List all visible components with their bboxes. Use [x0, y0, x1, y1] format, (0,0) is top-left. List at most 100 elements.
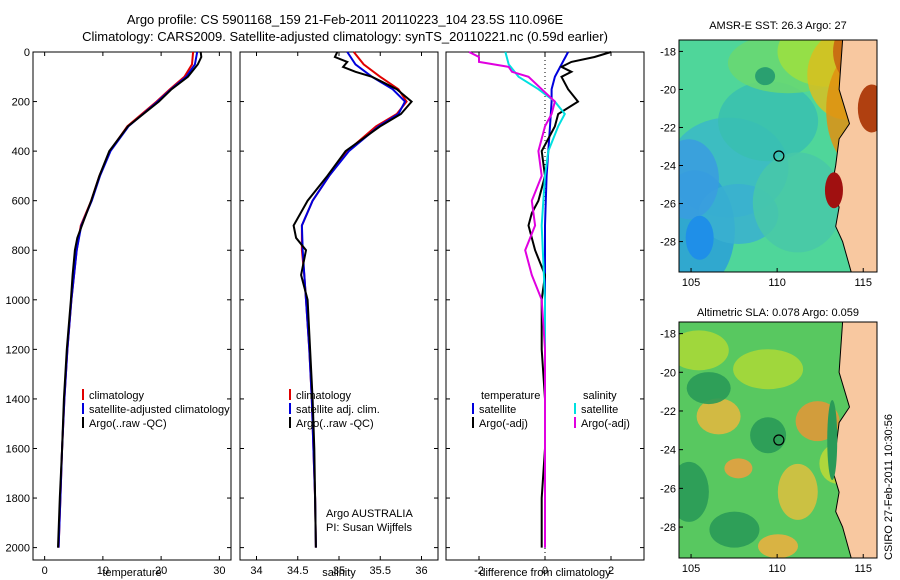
sla-region [777, 463, 818, 520]
y-tick-label: 2000 [6, 543, 30, 555]
y-tick-label: -24 [660, 161, 676, 173]
x-tick-label: 34 [250, 565, 262, 577]
x-tick-label: 105 [682, 277, 700, 289]
y-tick-label: -18 [660, 329, 676, 341]
sla-region [758, 534, 798, 558]
x-tick-label: 115 [854, 277, 872, 289]
map-title: Altimetric SLA: 0.078 Argo: 0.059 [697, 307, 859, 319]
panel-temperature: 0 200 400 600 800 1000 1200 1400 1600 1800 2000 0 10… [6, 47, 232, 579]
panel-frame [239, 51, 439, 561]
x-tick-label: 30 [213, 565, 225, 577]
series-line-argo-raw-qc- [292, 51, 414, 548]
series-line-satellite-adj-clim- [300, 51, 407, 548]
series-line-temperature-argo-adj- [527, 51, 612, 548]
series-line-climatology [57, 51, 195, 548]
legend-entry: salinity [583, 390, 617, 402]
y-tick-label: 1000 [6, 295, 30, 307]
legend-entry: Argo(..raw -QC) [296, 418, 374, 430]
shelf-region [827, 400, 838, 480]
argo-float-marker [773, 150, 785, 162]
map-panel-sst: AMSR-E SST: 26.3 Argo: 27 105 110 115 -18 -20… [660, 20, 878, 289]
x-tick-label: 0 [42, 565, 48, 577]
x-axis-label: salinity [322, 567, 356, 579]
series-line-climatology [300, 51, 408, 548]
x-tick-label: -2 [474, 565, 484, 577]
legend-entry: Argo(..raw -QC) [89, 418, 167, 430]
y-tick-label: -20 [660, 367, 676, 379]
panel-salinity: 34 34.5 35 35.5 36 salinity climatology satelli… [239, 51, 439, 579]
legend-entry: satellite [581, 404, 618, 416]
series-line-salinity-satellite [504, 51, 566, 548]
y-tick-label: -22 [660, 122, 676, 134]
legend-entry: satellite-adjusted climatology [89, 404, 230, 416]
legend-entry: climatology [296, 390, 352, 402]
annotation-line: Argo AUSTRALIA [326, 508, 413, 520]
legend-entry: Argo(-adj) [479, 418, 528, 430]
panel-frame [32, 51, 232, 561]
y-tick-label: 800 [12, 245, 30, 257]
x-tick-label: 10 [97, 565, 109, 577]
credit-label: CSIRO 27-Feb-2011 10:30:56 [883, 414, 895, 560]
argo-float-marker [773, 434, 785, 446]
y-tick-label: 400 [12, 146, 30, 158]
map-panel-sla: Altimetric SLA: 0.078 Argo: 0.059 105 110 1… [660, 307, 878, 575]
map-frame [678, 39, 878, 273]
annotation-line: PI: Susan Wijffels [326, 522, 412, 534]
sla-region [679, 461, 709, 522]
y-tick-label: 600 [12, 196, 30, 208]
x-tick-label: 35 [333, 565, 345, 577]
x-tick-label: 110 [768, 277, 786, 289]
sst-region [752, 152, 843, 253]
y-tick-label: 0 [24, 47, 30, 59]
sla-region [733, 349, 804, 390]
series-line-temperature-satellite [544, 51, 569, 548]
x-tick-label: 0 [542, 565, 548, 577]
x-tick-label: 105 [682, 563, 700, 575]
y-tick-label: -28 [660, 522, 676, 534]
series-line-argo-raw-qc- [57, 51, 203, 548]
y-tick-label: 200 [12, 97, 30, 109]
x-tick-label: 35.5 [370, 565, 391, 577]
x-tick-label: 34.5 [287, 565, 308, 577]
x-tick-label: 110 [768, 563, 786, 575]
y-tick-label: -26 [660, 483, 676, 495]
sst-region [679, 139, 719, 220]
sla-region [709, 511, 760, 548]
y-tick-label: 1400 [6, 394, 30, 406]
map-title: AMSR-E SST: 26.3 Argo: 27 [709, 20, 847, 32]
sst-region [718, 81, 819, 162]
legend-entry: temperature [481, 390, 540, 402]
y-tick-label: -28 [660, 237, 676, 249]
shark-bay-region [824, 172, 843, 209]
x-axis-label: temperature [102, 567, 161, 579]
legend-entry: satellite adj. clim. [296, 404, 380, 416]
y-tick-label: -24 [660, 445, 676, 457]
sla-region [679, 330, 729, 371]
sst-region [755, 67, 776, 86]
map-frame [678, 321, 878, 559]
y-tick-label: -18 [660, 46, 676, 58]
sst-region [857, 84, 877, 133]
legend-entry: climatology [89, 390, 145, 402]
y-tick-label: 1600 [6, 443, 30, 455]
chart-title-line1: Argo profile: CS 5901168_159 21-Feb-2011… [126, 12, 564, 27]
map-field [679, 40, 877, 272]
x-axis-label: difference from climatology [479, 567, 611, 579]
chart-title-line2: Climatology: CARS2009. Satellite-adjuste… [82, 29, 608, 44]
x-tick-label: 115 [854, 563, 872, 575]
x-tick-label: 36 [415, 565, 427, 577]
legend-entry: satellite [479, 404, 516, 416]
sla-region [686, 372, 731, 405]
x-tick-label: 20 [155, 565, 167, 577]
y-tick-label: -26 [660, 199, 676, 211]
legend-entry: Argo(-adj) [581, 418, 630, 430]
y-tick-label: 1200 [6, 344, 30, 356]
sla-region [724, 458, 753, 479]
sla-region [696, 398, 741, 435]
sst-region [685, 215, 714, 260]
y-tick-label: -22 [660, 406, 676, 418]
map-field [679, 322, 877, 558]
series-line-salinity-argo-adj- [468, 51, 557, 548]
